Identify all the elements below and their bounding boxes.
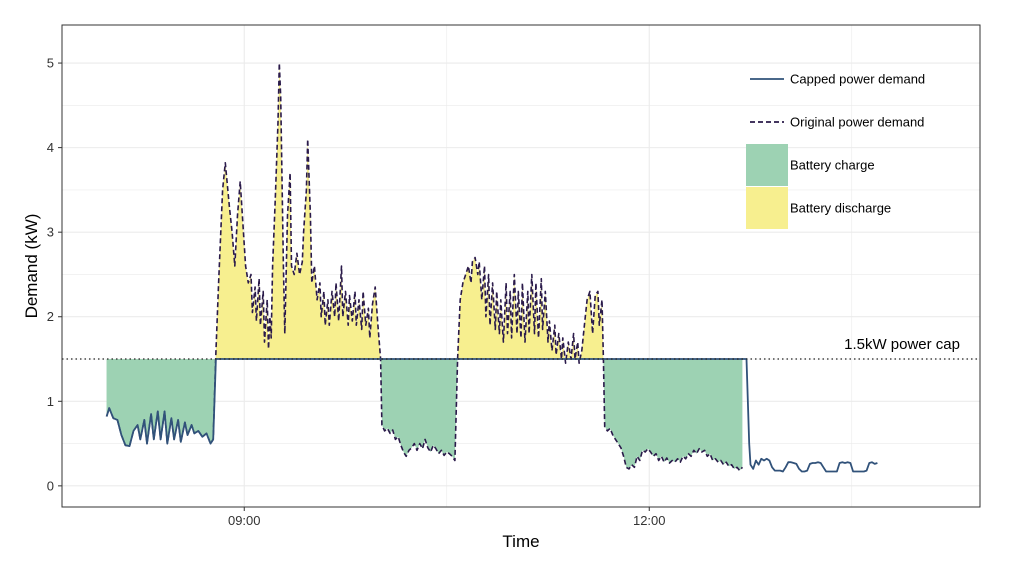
legend-key-charge: [746, 144, 788, 186]
legend-label-discharge: Battery discharge: [790, 201, 891, 216]
legend-key-discharge: [746, 187, 788, 229]
power-cap-label: 1.5kW power cap: [844, 336, 960, 353]
panel-border: [61, 24, 981, 508]
x-tick-label: 09:00: [228, 513, 261, 528]
y-tick-label: 1: [47, 394, 54, 409]
battery-discharge-area: [579, 291, 604, 360]
battery-charge-area: [106, 359, 216, 447]
grid: [62, 25, 980, 507]
axis-ticks: 0 1 2 3 4 5 09:00 12:00: [47, 56, 666, 528]
y-tick-label: 5: [47, 56, 54, 71]
original-demand-line: [105, 62, 744, 472]
y-tick-label: 2: [47, 309, 54, 324]
y-tick-label: 4: [47, 140, 54, 155]
legend: Capped power demand Original power demand…: [746, 72, 925, 229]
x-tick-label: 12:00: [633, 513, 666, 528]
x-axis-title: Time: [502, 532, 539, 551]
y-tick-label: 0: [47, 478, 54, 493]
legend-label-charge: Battery charge: [790, 158, 875, 173]
y-tick-label: 3: [47, 225, 54, 240]
legend-label-original: Original power demand: [790, 115, 924, 130]
battery-discharge-area: [215, 63, 381, 360]
capped-demand-line: [105, 358, 878, 473]
demand-lines: [105, 62, 878, 473]
annotations: 1.5kW power cap: [62, 336, 980, 360]
battery-charge-area: [380, 359, 458, 461]
y-axis-title: Demand (kW): [22, 214, 41, 319]
battery-charge-area: [603, 359, 743, 471]
legend-label-capped: Capped power demand: [790, 72, 925, 87]
